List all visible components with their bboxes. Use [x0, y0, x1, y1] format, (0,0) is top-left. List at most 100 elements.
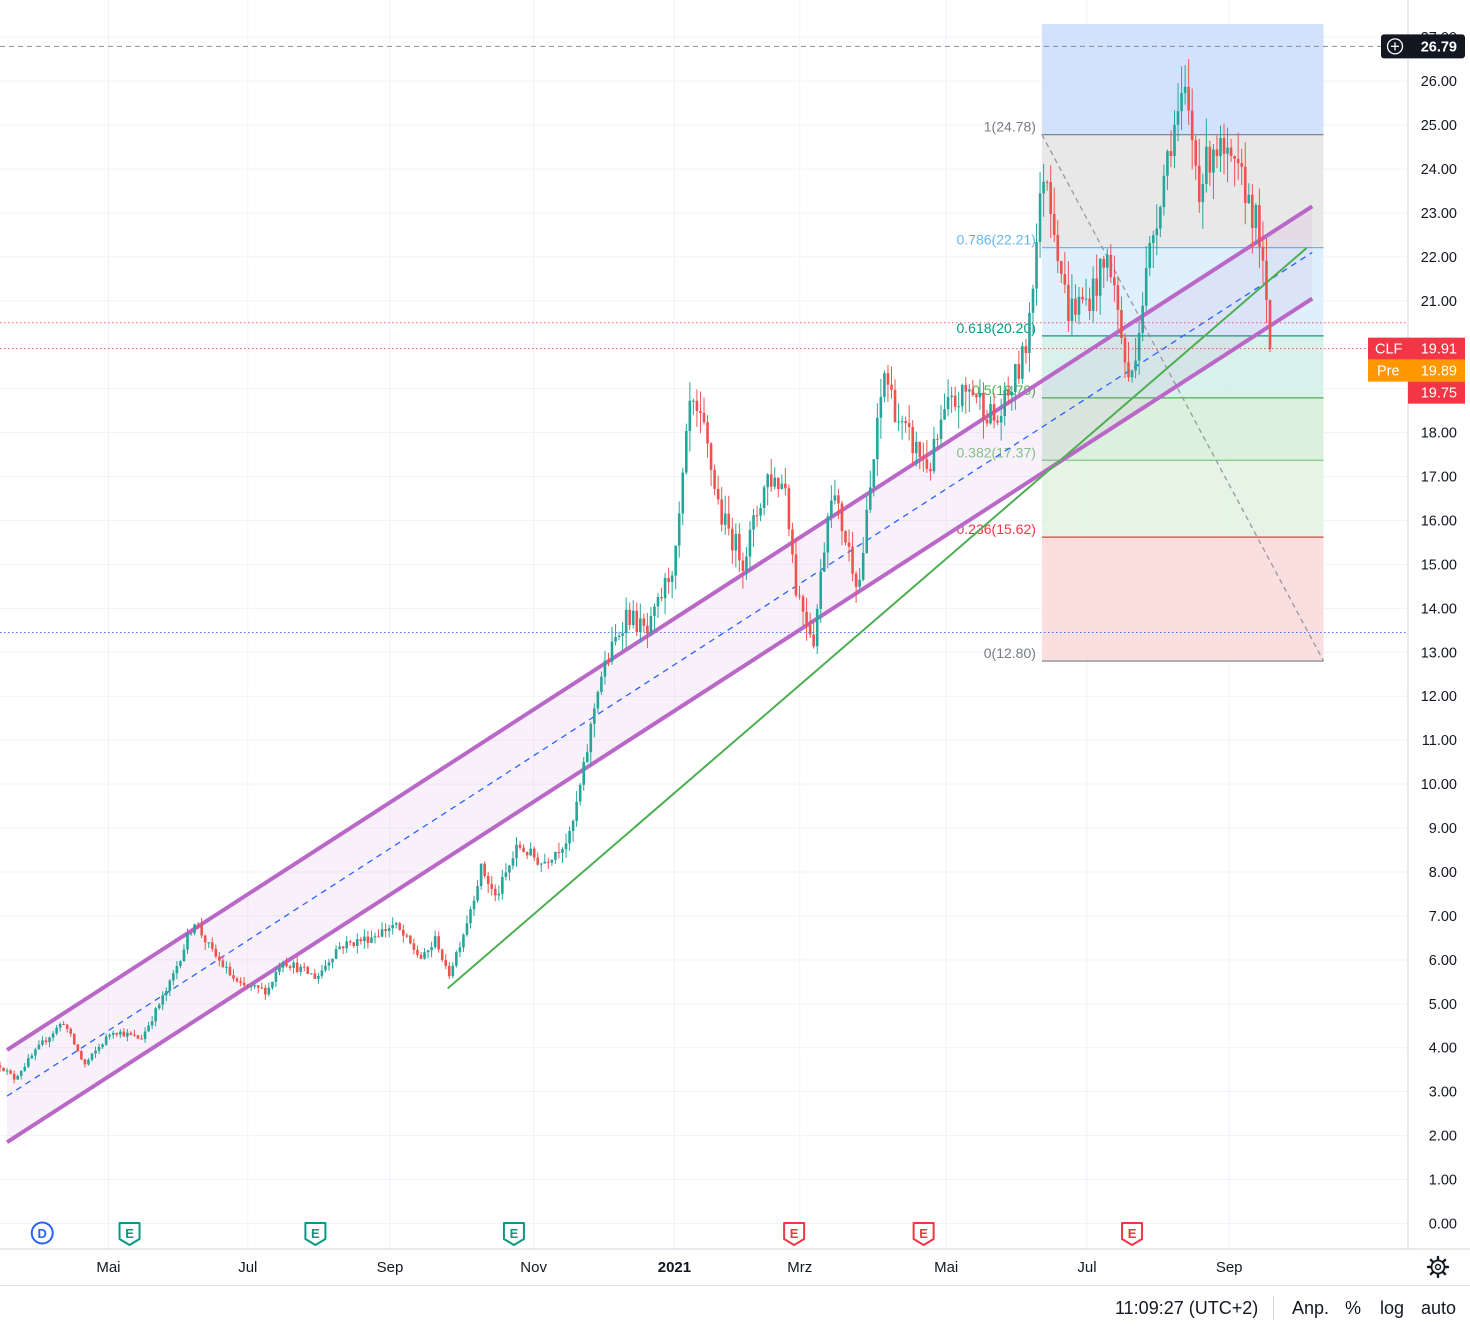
price-labels: 26.79 CLF 19.91 Pre 19.89 19.75: [1368, 34, 1465, 404]
candle-body: [745, 556, 748, 571]
candle-body: [727, 513, 731, 529]
price-axis[interactable]: 0.00 1.00 2.00 3.00 4.00 5.00 6.00 7.00 8.00 9.00…: [1407, 0, 1470, 1249]
candle-body: [118, 1031, 122, 1035]
candle-body: [447, 965, 451, 977]
earnings-marker: E: [783, 1222, 806, 1246]
candle-body: [529, 848, 532, 856]
time-tick-label: Jul: [1077, 1259, 1096, 1276]
time-axis[interactable]: Mai Jul Sep Nov 2021 Mrz Mai Jul Sep: [0, 1248, 1470, 1276]
candle-body: [787, 488, 791, 530]
clock-time[interactable]: 11:09:27 (UTC+2): [1115, 1298, 1259, 1318]
candle-body: [48, 1037, 51, 1043]
candle-body: [246, 985, 249, 987]
candle-body: [914, 441, 918, 454]
fibonacci-retracement[interactable]: 1(24.78)0.786(22.21)0.618(20.20)0.5(18.7…: [957, 23, 1325, 662]
candle-body: [872, 459, 876, 488]
candle-body: [960, 385, 964, 407]
candle-body: [5, 1070, 9, 1072]
candle-body: [971, 389, 975, 395]
candle-body: [44, 1040, 48, 1043]
price-tick-label: 7.00: [1429, 909, 1457, 925]
candle-body: [140, 1038, 143, 1040]
candle-body: [462, 934, 465, 948]
extra-price-value: 19.75: [1421, 386, 1457, 402]
log-button[interactable]: log: [1380, 1298, 1405, 1318]
candle-body: [87, 1059, 90, 1065]
candle-body: [525, 851, 529, 856]
fib-level-label: 0.618(20.20): [957, 320, 1036, 336]
candle-body: [218, 956, 221, 961]
candle-body: [918, 441, 922, 458]
candle-body: [504, 872, 508, 877]
candle-body: [76, 1044, 80, 1052]
candle-body: [1070, 298, 1074, 321]
candle-body: [532, 848, 536, 858]
candle-body: [1127, 362, 1130, 378]
plus-circle: [1386, 38, 1404, 55]
price-tick-label: 2.00: [1429, 1129, 1457, 1145]
candle-body: [858, 579, 861, 587]
bottom-toolbar: 11:09:27 (UTC+2) Anp. % log auto: [0, 1285, 1470, 1332]
candle-body: [518, 844, 522, 848]
price-tick-label: 16.00: [1421, 513, 1457, 529]
candle-body: [444, 959, 448, 966]
candle-body: [1212, 149, 1215, 173]
candle-body: [37, 1044, 41, 1050]
candle-body: [653, 606, 656, 616]
fib-zone: [1041, 460, 1324, 538]
fib-level-label: 0.382(17.37): [957, 444, 1036, 460]
price-chart[interactable]: 1(24.78)0.786(22.21)0.618(20.20)0.5(18.7…: [0, 0, 1470, 1285]
candle-body: [455, 952, 458, 966]
candle-body: [734, 533, 738, 551]
adjust-button[interactable]: Anp.: [1292, 1298, 1330, 1318]
candle-body: [1134, 360, 1137, 371]
candle-body: [324, 965, 327, 971]
percent-button[interactable]: %: [1345, 1298, 1362, 1318]
settings-gear-icon[interactable]: [1426, 1255, 1450, 1279]
candle-body: [1084, 298, 1088, 300]
parallel-channel[interactable]: [5, 204, 1314, 1144]
earnings-marker: E: [304, 1222, 327, 1246]
candle-body: [837, 495, 840, 504]
candle-body: [929, 468, 932, 472]
earnings-icon: [783, 1222, 806, 1246]
candle-body: [416, 949, 419, 955]
candle-body: [805, 611, 808, 625]
candle-body: [1116, 285, 1120, 311]
candle-body: [469, 909, 472, 924]
candle-body: [660, 597, 663, 599]
event-marker-letter: D: [38, 1226, 47, 1241]
candle-body: [1254, 205, 1258, 229]
time-tick-label: Nov: [520, 1259, 547, 1276]
candle-body: [663, 577, 667, 599]
candle-body: [179, 961, 182, 967]
candle-body: [440, 949, 444, 960]
candle-body: [723, 513, 727, 525]
price-tick-label: 1.00: [1429, 1173, 1457, 1189]
candle-body: [260, 987, 264, 989]
candle-body: [776, 477, 780, 489]
candle-body: [2, 1067, 5, 1072]
candle-body: [317, 975, 320, 979]
candle-body: [193, 924, 196, 934]
price-tick-label: 24.00: [1421, 162, 1457, 178]
trend-line[interactable]: [447, 247, 1308, 990]
candle-body: [1109, 254, 1113, 278]
candle-body: [401, 929, 405, 936]
candle-body: [256, 985, 260, 988]
candle-body: [267, 987, 271, 995]
candle-body: [886, 373, 890, 385]
candle-body: [306, 967, 310, 974]
candle-body: [681, 472, 685, 514]
candle-body: [635, 610, 639, 633]
candle-body: [996, 420, 999, 423]
candle-body: [907, 423, 911, 427]
candle-body: [104, 1036, 108, 1045]
candle-body: [568, 831, 571, 844]
candle-body: [1102, 258, 1106, 268]
auto-button[interactable]: auto: [1421, 1298, 1457, 1318]
candle-body: [946, 397, 950, 410]
candle-body: [182, 949, 186, 962]
